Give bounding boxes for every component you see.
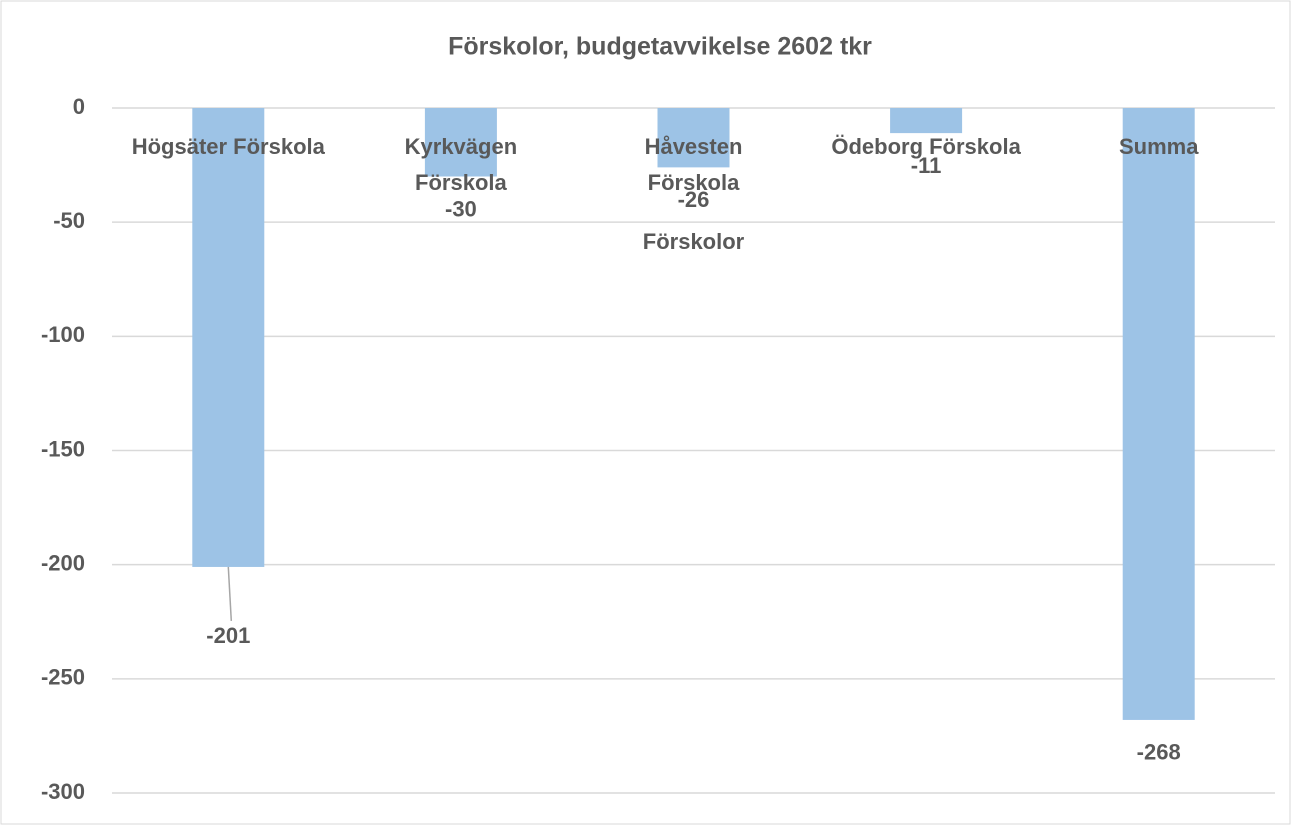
x-axis-title: Förskolor [643,229,745,254]
chart-title: Förskolor, budgetavvikelse 2602 tkr [448,33,872,61]
y-tick-label: -300 [41,779,85,804]
data-label: -268 [1137,740,1181,765]
y-tick-label: -200 [41,550,85,575]
bar [424,108,497,177]
x-tick-label: Kyrkvägen Förskola [405,134,518,195]
bar [192,108,265,567]
data-label: -11 [911,153,942,178]
bar [657,108,730,168]
data-label: -26 [678,187,710,212]
bar [890,108,963,134]
x-tick-label: Högsäter Förskola [132,134,326,159]
bar [1122,108,1195,720]
data-label: -201 [206,623,250,648]
y-tick-label: 0 [73,94,85,119]
y-tick-label: -50 [53,208,85,233]
x-tick-label: Summa [1119,134,1199,159]
y-tick-label: -150 [41,436,85,461]
data-label: -30 [445,196,477,221]
x-tick-label: Ödeborg Förskola [831,134,1021,159]
y-tick-label: -250 [41,665,85,690]
x-tick-label: Håvesten Förskola [645,134,743,195]
leader-line [227,566,233,621]
y-tick-label: -100 [41,322,85,347]
